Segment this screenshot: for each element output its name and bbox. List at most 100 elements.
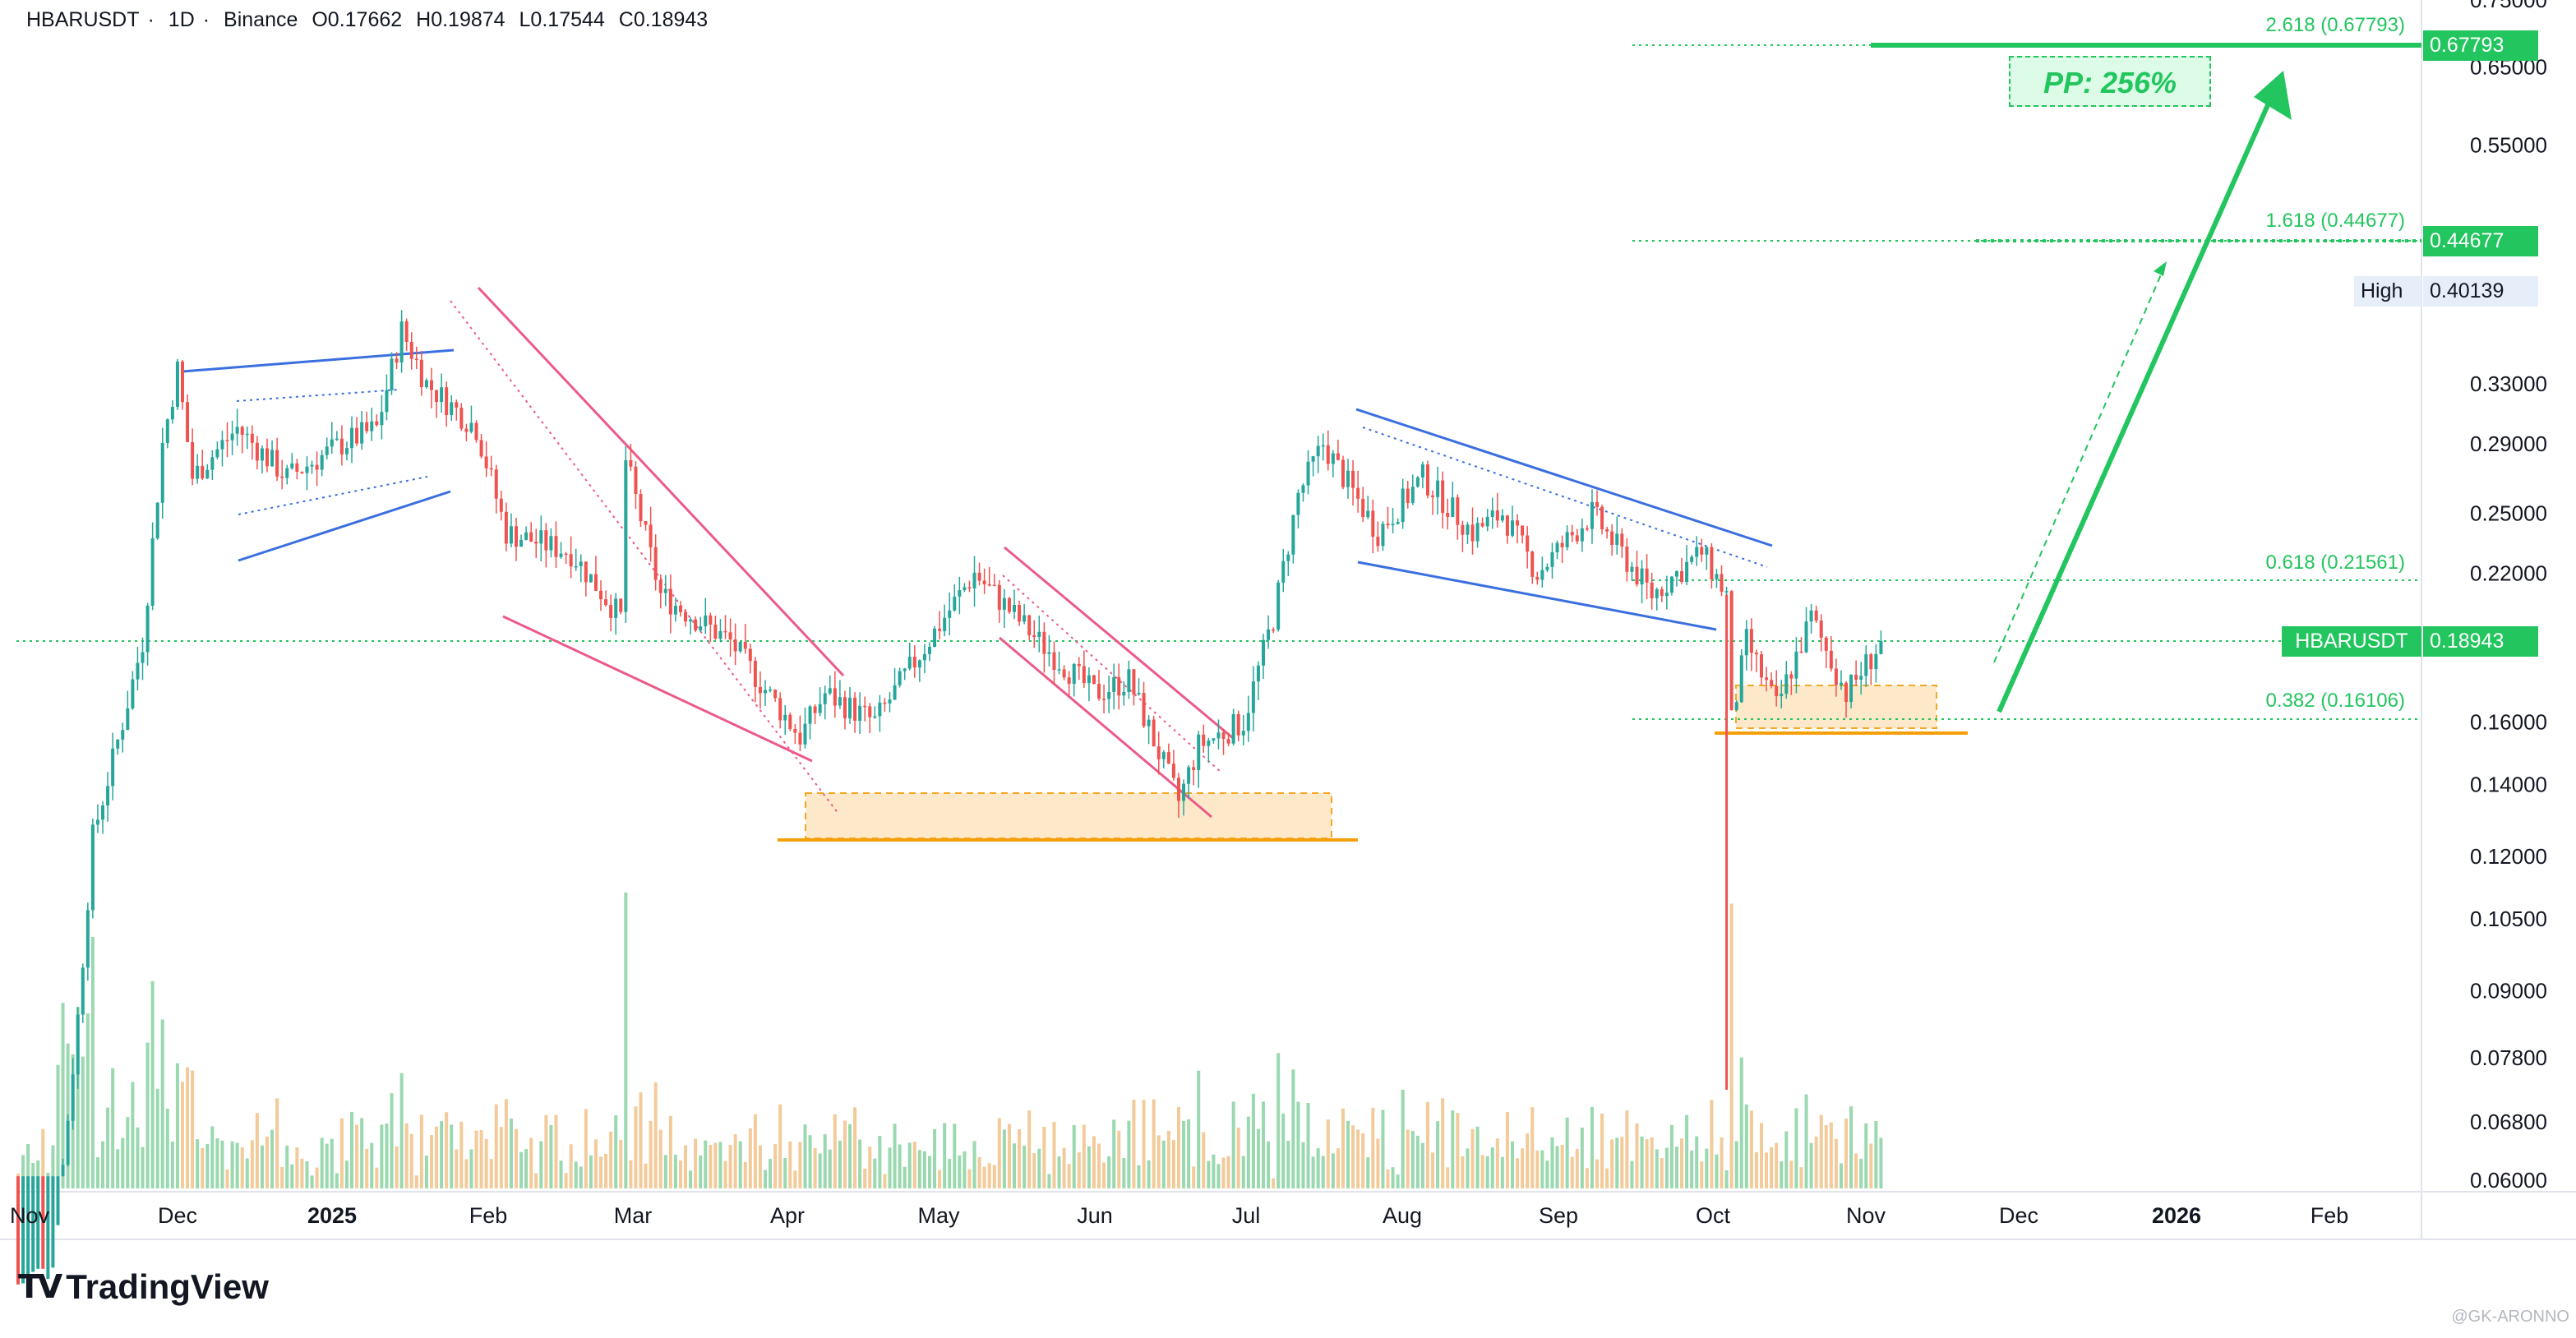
candle-body [1431, 495, 1435, 497]
candle-body [1630, 566, 1634, 572]
volume-bar [997, 1118, 1001, 1188]
volume-bar [225, 1169, 229, 1188]
candle-body [160, 442, 164, 503]
candle-body [51, 1176, 55, 1268]
volume-bar [1117, 1130, 1121, 1188]
time-tick-9: Aug [1383, 1203, 1422, 1228]
candle-body [689, 619, 693, 622]
time-tick-0: Nov [10, 1203, 50, 1228]
volume-bar [709, 1145, 713, 1188]
volume-bar [1754, 1151, 1758, 1188]
time-tick-1: Dec [158, 1203, 197, 1228]
candle-body [1475, 523, 1480, 542]
candle-body [748, 648, 752, 662]
candle-body [36, 1176, 40, 1269]
volume-bar [1007, 1123, 1011, 1188]
volume-bar [1256, 1128, 1260, 1188]
candle-body [868, 706, 872, 717]
candle-body [1052, 652, 1056, 671]
volume-bar [1600, 1113, 1604, 1188]
candle-body [1505, 515, 1509, 536]
tradingview-logo[interactable]: 𝗧𝗩 TradingView [18, 1267, 269, 1307]
candle-body [1610, 531, 1614, 546]
volume-bar [619, 1140, 623, 1188]
volume-bar [878, 1135, 882, 1188]
time-tick-14: 2026 [2152, 1203, 2201, 1228]
price-tick-2: 0.55000 [2470, 132, 2547, 157]
candle-body [963, 587, 967, 591]
candle-body [1231, 713, 1235, 744]
candle-body [136, 662, 140, 680]
volume-bar [1311, 1156, 1315, 1188]
candle-body [912, 656, 916, 668]
volume-bar [61, 1003, 65, 1188]
candle-body [1256, 665, 1260, 682]
volume-bar [260, 1145, 264, 1188]
volume-bar [424, 1156, 428, 1188]
price-tick-10: 0.10500 [2470, 907, 2547, 931]
candle-body [1600, 506, 1604, 529]
candle-body [1246, 713, 1250, 731]
volume-bar [1032, 1153, 1036, 1188]
candle-body [843, 697, 847, 719]
candle-body [764, 690, 767, 694]
candle-body [1002, 597, 1006, 610]
candle-body [863, 705, 867, 708]
candle-body [459, 408, 464, 429]
symbol-header: HBARUSDT · 1D · Binance O0.17662 H0.19874 … [26, 8, 709, 31]
volume-bar [499, 1127, 503, 1188]
candle-body [1311, 456, 1315, 462]
candle-body [1023, 615, 1027, 622]
volume-bar [1620, 1137, 1624, 1188]
volume-bar [360, 1118, 364, 1188]
candle-body [1540, 570, 1544, 580]
candle-body [1849, 675, 1854, 703]
volume-bar [1092, 1136, 1096, 1188]
candle-body [972, 572, 976, 588]
candle-body [215, 449, 219, 458]
projection-dashed-arrow [1993, 261, 2167, 663]
volume-bar [1545, 1160, 1549, 1188]
candle-body [474, 422, 478, 441]
volume-bar [1770, 1147, 1774, 1188]
volume-bar [196, 1139, 200, 1188]
candle-body [1605, 528, 1609, 532]
candle-body [1794, 651, 1798, 679]
volume-bar [808, 1135, 812, 1188]
candle-body [150, 538, 155, 607]
support-zone-april-june [805, 792, 1332, 839]
volume-bar [1027, 1110, 1032, 1188]
candle-body [1112, 677, 1116, 692]
volume-bar [1540, 1150, 1544, 1188]
time-axis[interactable]: Nov Dec 2025 Feb Mar Apr May Jun Jul Aug Sep Oct Nov… [10, 1203, 2348, 1228]
candle-body [658, 579, 662, 593]
volume-bar [121, 1137, 125, 1188]
volume-bar [1281, 1113, 1286, 1188]
volume-bar [1376, 1138, 1380, 1188]
volume-bar [399, 1073, 404, 1188]
ohlc-open: O0.17662 [312, 8, 403, 31]
candle-body [1874, 653, 1878, 670]
volume-bar [713, 1142, 718, 1188]
volume-bar [56, 1064, 60, 1188]
volume-bar [1495, 1138, 1499, 1188]
volume-bar [733, 1133, 737, 1188]
volume-bar [1695, 1136, 1699, 1188]
candle-body [71, 1074, 75, 1121]
candle-body [1226, 739, 1230, 744]
volume-bar [689, 1170, 693, 1188]
volume-bar [101, 1141, 105, 1188]
candle-body [967, 587, 972, 588]
candle-body [709, 615, 713, 625]
candle-body [898, 671, 902, 685]
time-tick-15: Feb [2311, 1203, 2349, 1228]
volume-bar [1565, 1117, 1569, 1188]
candle-body [828, 688, 832, 694]
volume-bar [967, 1169, 972, 1188]
volume-bar [220, 1140, 224, 1188]
candle-body [1690, 556, 1694, 562]
volume-bar [1780, 1160, 1784, 1188]
candle-body [1734, 702, 1738, 710]
candle-body [1415, 477, 1420, 487]
